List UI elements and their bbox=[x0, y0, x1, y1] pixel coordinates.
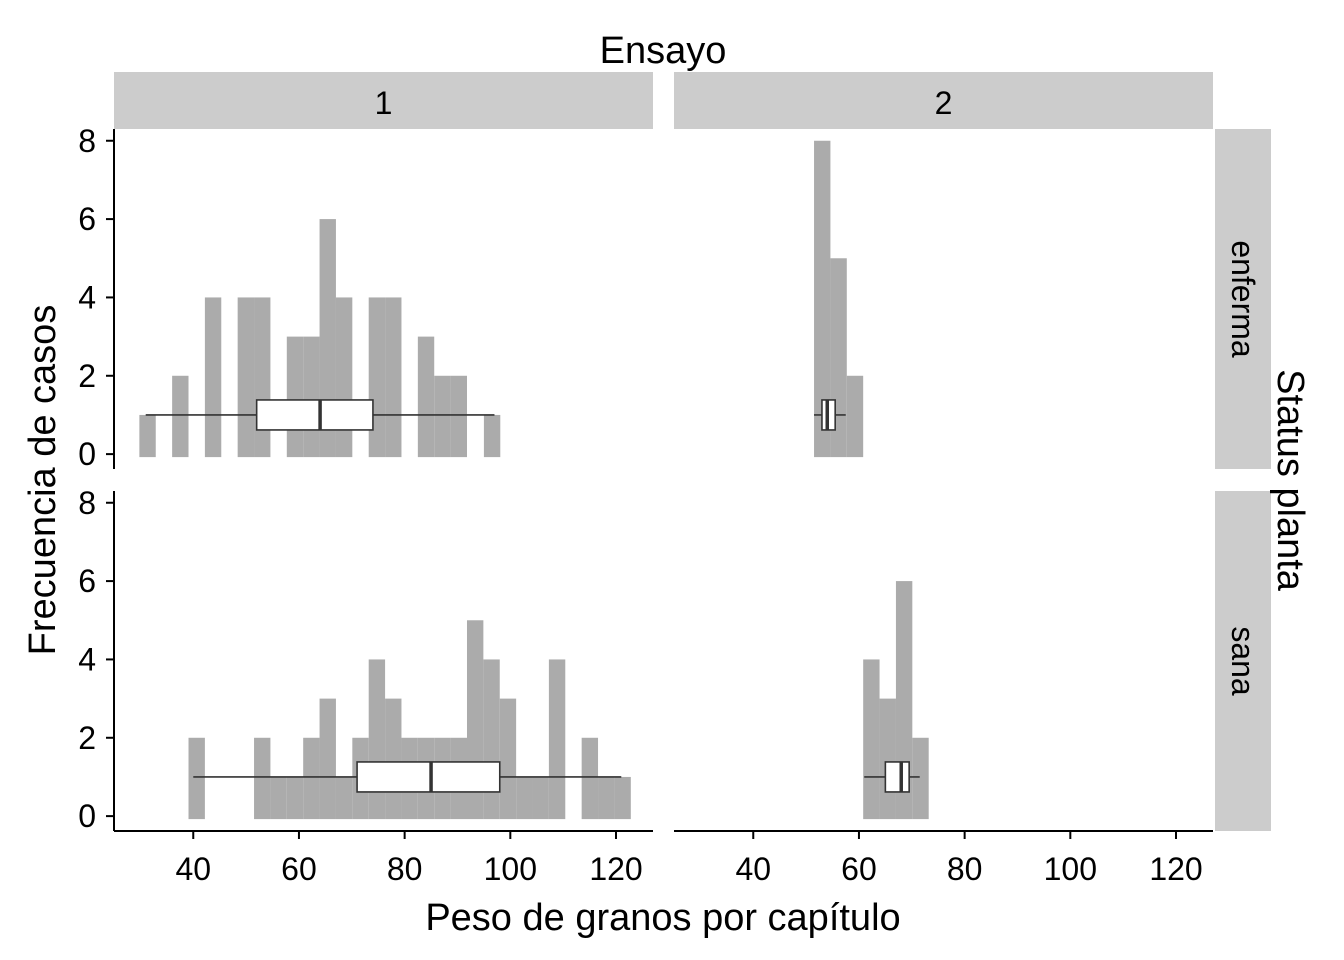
histogram-bar bbox=[879, 698, 896, 820]
histogram-bar bbox=[581, 737, 599, 820]
y-tick-label: 2 bbox=[78, 358, 96, 394]
histogram-bar bbox=[417, 336, 435, 458]
y-axis-title: Frecuencia de casos bbox=[22, 305, 64, 656]
histogram-bar bbox=[204, 297, 222, 458]
x-tick-label: 100 bbox=[1044, 851, 1097, 887]
y-tick-label: 0 bbox=[78, 436, 96, 472]
histogram-bar bbox=[319, 698, 336, 820]
histogram-bar bbox=[895, 581, 913, 820]
histogram-bar bbox=[846, 375, 864, 458]
x-tick-label: 80 bbox=[387, 851, 423, 887]
panel-2-sana bbox=[863, 581, 929, 820]
boxplot-box bbox=[255, 399, 374, 431]
y-tick-label: 8 bbox=[78, 123, 96, 159]
histogram-bar bbox=[532, 776, 549, 820]
panel-1-enferma bbox=[139, 219, 501, 458]
y-tick-label: 4 bbox=[78, 279, 96, 315]
y-tick-label: 8 bbox=[78, 485, 96, 521]
y-tick-label: 6 bbox=[78, 201, 96, 237]
column-strip-2 bbox=[674, 72, 1213, 129]
histogram-bar bbox=[483, 659, 500, 820]
y-tick-label: 0 bbox=[78, 798, 96, 834]
y-tick-label: 4 bbox=[78, 641, 96, 677]
boxplot-box bbox=[884, 761, 910, 793]
row-strip-sana bbox=[1215, 491, 1271, 831]
histogram-bar bbox=[139, 414, 156, 458]
x-tick-label: 120 bbox=[589, 851, 642, 887]
histogram-bar bbox=[434, 375, 451, 458]
histogram-bar bbox=[254, 737, 271, 820]
histogram-bar bbox=[172, 375, 189, 458]
histogram-bar bbox=[303, 737, 320, 820]
histogram-bar bbox=[912, 737, 929, 820]
x-tick-label: 120 bbox=[1149, 851, 1202, 887]
panel-1-sana bbox=[188, 620, 631, 820]
histogram-bar bbox=[335, 297, 353, 458]
x-tick-label: 80 bbox=[947, 851, 983, 887]
histogram-bar bbox=[254, 297, 271, 458]
histogram-bar bbox=[863, 659, 880, 820]
histogram-bar bbox=[614, 776, 631, 820]
histogram-bar bbox=[499, 698, 517, 820]
histogram-bar bbox=[237, 297, 255, 458]
histogram-bar bbox=[385, 297, 402, 458]
chart-title: Ensayo bbox=[600, 30, 727, 72]
histogram-bar bbox=[188, 737, 205, 820]
histogram-bar bbox=[548, 659, 566, 820]
row-facet-title: Status planta bbox=[1269, 369, 1311, 592]
histogram-bar bbox=[516, 776, 533, 820]
histogram-bar bbox=[286, 336, 304, 458]
histogram-bar bbox=[286, 776, 304, 820]
x-tick-label: 40 bbox=[175, 851, 211, 887]
histogram-bar bbox=[368, 297, 386, 458]
histogram-bar bbox=[368, 659, 386, 820]
column-strip-label: 1 bbox=[375, 85, 393, 121]
x-axis-title: Peso de granos por capítulo bbox=[425, 897, 900, 939]
histogram-bar bbox=[450, 375, 467, 458]
histogram-bar bbox=[483, 414, 501, 458]
y-tick-label: 6 bbox=[78, 563, 96, 599]
y-tick-label: 2 bbox=[78, 720, 96, 756]
row-strip-label: sana bbox=[1225, 626, 1261, 696]
column-strip-label: 2 bbox=[935, 85, 953, 121]
x-tick-label: 60 bbox=[841, 851, 877, 887]
histogram-bar bbox=[303, 336, 320, 458]
x-tick-label: 100 bbox=[484, 851, 537, 887]
histogram-bar bbox=[335, 776, 353, 820]
boxplot-box bbox=[356, 761, 501, 793]
histogram-bar bbox=[385, 698, 402, 820]
row-strip-enferma bbox=[1215, 129, 1271, 469]
histogram-bar bbox=[598, 776, 615, 820]
histogram-bar bbox=[814, 140, 831, 458]
column-strip-1 bbox=[114, 72, 653, 129]
row-strip-label: enferma bbox=[1225, 240, 1261, 358]
histogram-bar bbox=[270, 776, 287, 820]
panel-2-enferma bbox=[814, 140, 864, 458]
x-tick-label: 40 bbox=[735, 851, 771, 887]
x-tick-label: 60 bbox=[281, 851, 317, 887]
histogram-bar bbox=[319, 219, 336, 458]
